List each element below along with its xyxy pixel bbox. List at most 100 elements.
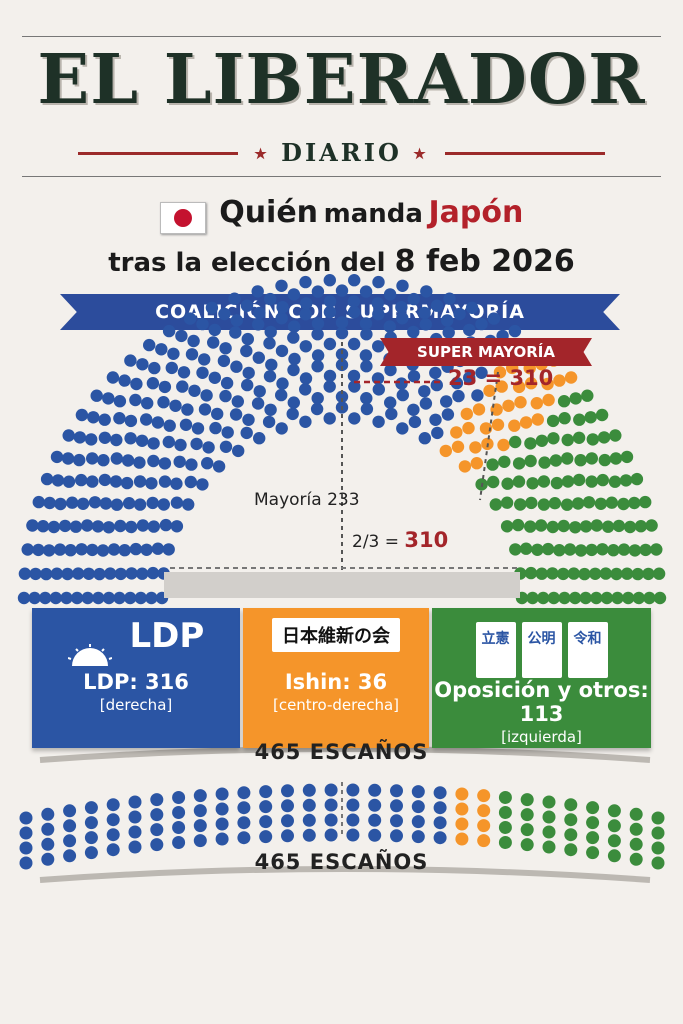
seat-dot: [550, 476, 564, 490]
seat-dot: [75, 543, 88, 556]
seat-dot-mini: [150, 823, 164, 837]
divider-arc: [39, 866, 651, 883]
seat-dot: [91, 520, 105, 533]
seat-dot: [106, 371, 120, 384]
seat-dot-mini: [455, 817, 469, 831]
seat-dot-mini: [84, 801, 98, 815]
seat-dot: [50, 567, 64, 580]
seat-dot: [104, 567, 117, 580]
seat-dot: [169, 399, 182, 412]
seat-dot: [219, 389, 232, 403]
seat-dot: [495, 380, 508, 393]
seat-dot: [443, 292, 456, 305]
seat-dot-mini: [106, 798, 120, 812]
seat-dot-mini: [237, 816, 251, 830]
seat-dot: [122, 497, 136, 510]
seat-dot: [557, 395, 571, 408]
seat-dot: [385, 407, 398, 421]
seat-dot-mini: [324, 828, 338, 842]
seat-dot: [133, 456, 146, 469]
seat-dot-mini: [629, 852, 643, 866]
seat-dot-mini: [346, 798, 360, 812]
seat-dot-mini: [215, 787, 229, 801]
seat-dot-mini: [520, 808, 534, 822]
seat-dot: [335, 316, 349, 329]
seat-dot: [73, 453, 86, 467]
seat-dot: [70, 591, 84, 605]
seat-dot-mini: [411, 815, 425, 829]
seat-dot-mini: [564, 828, 578, 842]
seat-dot: [323, 305, 337, 319]
seat-dot: [335, 326, 349, 340]
seat-dot-mini: [477, 819, 491, 833]
seat-dot: [158, 475, 172, 488]
seat-dot-mini: [586, 801, 600, 815]
seat-dot: [157, 396, 170, 409]
seat-dot: [525, 496, 538, 510]
seat-dot: [136, 567, 149, 580]
seat-dot: [230, 314, 243, 327]
seat-dot-mini: [564, 843, 578, 857]
seat-dot-mini: [150, 838, 164, 852]
seat-dot-mini: [172, 836, 186, 849]
seat-dot: [418, 385, 431, 398]
seat-dot: [99, 497, 113, 510]
seat-dot-mini: [629, 837, 643, 851]
seat-dot: [639, 495, 652, 509]
seat-dot: [66, 496, 79, 509]
japan-flag-icon: [159, 201, 206, 234]
seat-dot: [300, 297, 313, 310]
seat-dot-mini: [19, 841, 33, 855]
seat-dot: [439, 444, 452, 458]
seat-dot: [542, 393, 555, 407]
seat-dot: [69, 520, 83, 533]
seat-dot: [299, 340, 312, 353]
seat-dot: [628, 496, 641, 510]
seat-dot: [431, 426, 444, 440]
seat-dot-mini: [368, 798, 382, 812]
seat-dot-mini: [586, 846, 600, 860]
total-seats-label-2: 465 ESCAÑOS: [254, 850, 429, 874]
seat-dot: [526, 591, 539, 605]
seat-dot: [407, 370, 421, 383]
seat-dot-mini: [172, 821, 186, 834]
masthead-title: EL LIBERADOR: [37, 40, 646, 120]
seat-dot: [553, 544, 566, 557]
seat-dot: [143, 338, 156, 352]
seat-dot: [360, 360, 373, 373]
seat-dot-mini: [651, 811, 665, 825]
seat-dot-mini: [607, 834, 621, 848]
seat-dot: [49, 591, 62, 605]
seat-dot-mini: [346, 828, 360, 842]
seat-dot: [509, 543, 522, 556]
headline-line-1: Quién manda Japón: [0, 195, 683, 234]
seat-dot: [335, 390, 349, 403]
seat-dot-mini: [281, 799, 294, 813]
seat-dot: [287, 288, 301, 301]
seat-dot: [596, 473, 609, 487]
seat-dot-mini: [433, 786, 447, 800]
seat-dot: [170, 496, 184, 509]
seat-dot: [585, 452, 598, 465]
seat-dot-mini: [215, 817, 229, 831]
seat-dot: [133, 498, 147, 511]
seat-dot: [487, 475, 500, 489]
seat-dot-mini: [586, 816, 600, 830]
seat-dot: [598, 453, 611, 467]
seat-dot: [560, 498, 574, 511]
seat-dot: [121, 454, 135, 467]
seat-dot-mini: [390, 829, 403, 843]
seat-dot: [212, 460, 226, 473]
seat-dot: [486, 458, 499, 471]
supermajority-tag: SUPER MAYORÍA: [380, 338, 592, 366]
seat-dot-mini: [150, 793, 164, 807]
seat-dot: [299, 415, 312, 428]
seat-dot-mini: [564, 813, 578, 827]
seat-dot: [231, 395, 244, 408]
seat-dot: [148, 361, 161, 375]
seat-dot: [600, 591, 614, 605]
seat-dot: [110, 498, 124, 511]
seat-dot-mini: [564, 798, 578, 812]
seat-dot: [311, 349, 325, 362]
seat-dot: [64, 544, 77, 557]
